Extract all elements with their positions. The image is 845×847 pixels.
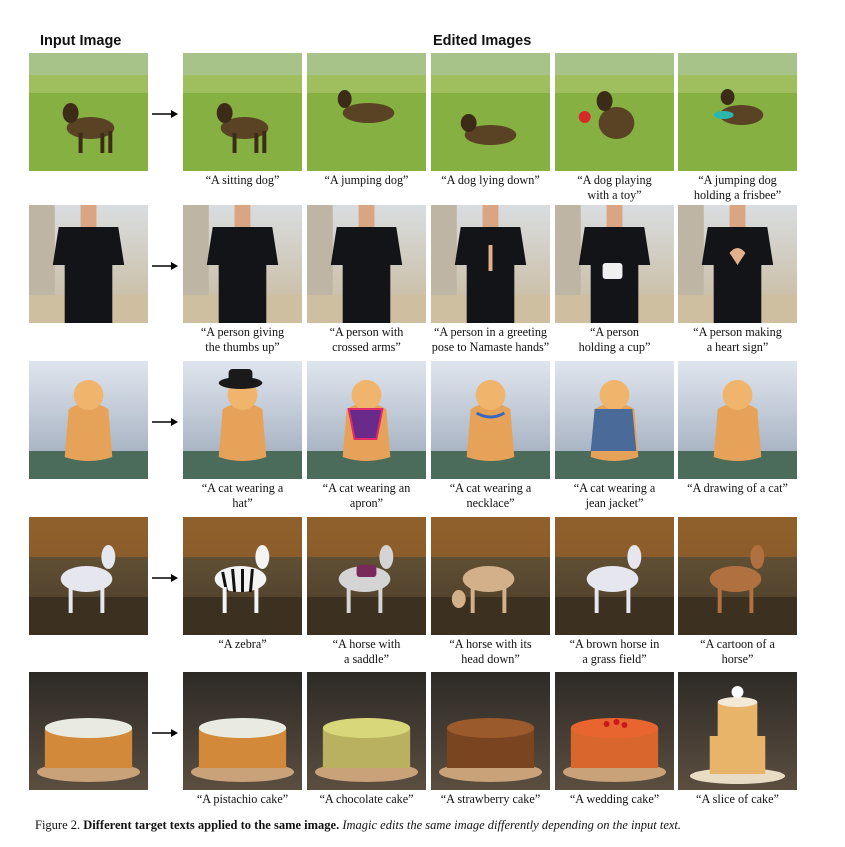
cat-edited-image — [183, 361, 302, 479]
cake-edited-image — [678, 672, 797, 790]
edit-caption: “A cat wearing a jean jacket” — [573, 481, 656, 510]
cat-edited-image — [431, 361, 550, 479]
edit-caption: “A chocolate cake” — [319, 792, 414, 806]
edit-caption: “A pistachio cake” — [196, 792, 289, 806]
edit-caption: “A cat wearing an apron” — [322, 481, 411, 510]
edit-caption: “A horse with a saddle” — [332, 637, 401, 666]
arrow-icon — [151, 415, 179, 427]
cake-edited-image — [307, 672, 426, 790]
dog-edited-image — [431, 53, 550, 171]
edit-caption: “A slice of cake” — [696, 792, 779, 806]
edit-caption: “A strawberry cake” — [440, 792, 541, 806]
cake-input-image — [29, 672, 148, 790]
edited-images-header: Edited Images — [433, 33, 532, 49]
edit-caption: “A sitting dog” — [205, 173, 280, 187]
person-input-image — [29, 205, 148, 323]
edit-caption: “A dog lying down” — [441, 173, 540, 187]
edit-caption: “A dog playing with a toy” — [577, 173, 652, 202]
figure-caption-italic: Imagic edits the same image differently … — [342, 818, 682, 832]
edit-caption: “A cat wearing a necklace” — [449, 481, 532, 510]
cake-edited-image — [555, 672, 674, 790]
edit-caption: “A wedding cake” — [569, 792, 660, 806]
edit-caption: “A cartoon of a horse” — [700, 637, 775, 666]
edit-caption: “A drawing of a cat” — [687, 481, 788, 495]
dog-edited-image — [555, 53, 674, 171]
cake-edited-image — [183, 672, 302, 790]
cat-edited-image — [555, 361, 674, 479]
figure-caption-label: Figure 2. — [35, 818, 81, 832]
dog-edited-image — [183, 53, 302, 171]
dog-edited-image — [678, 53, 797, 171]
dog-edited-image — [307, 53, 426, 171]
cat-input-image — [29, 361, 148, 479]
arrow-icon — [151, 726, 179, 738]
edit-caption: “A person holding a cup” — [578, 325, 651, 354]
horse-edited-image — [431, 517, 550, 635]
horse-edited-image — [678, 517, 797, 635]
figure-caption: Figure 2. Different target texts applied… — [35, 818, 681, 833]
edit-caption: “A cat wearing a hat” — [201, 481, 284, 510]
horse-edited-image — [183, 517, 302, 635]
edit-caption: “A person in a greeting pose to Namaste h… — [431, 325, 550, 354]
arrow-icon — [151, 571, 179, 583]
edit-caption: “A person making a heart sign” — [693, 325, 782, 354]
arrow-icon — [151, 259, 179, 271]
edit-caption: “A jumping dog holding a frisbee” — [693, 173, 782, 202]
horse-input-image — [29, 517, 148, 635]
arrow-icon — [151, 107, 179, 119]
person-edited-image — [555, 205, 674, 323]
horse-edited-image — [307, 517, 426, 635]
person-edited-image — [678, 205, 797, 323]
horse-edited-image — [555, 517, 674, 635]
edit-caption: “A jumping dog” — [324, 173, 409, 187]
person-edited-image — [431, 205, 550, 323]
input-image-header: Input Image — [40, 33, 122, 49]
cat-edited-image — [307, 361, 426, 479]
edit-caption: “A horse with its head down” — [449, 637, 532, 666]
cake-edited-image — [431, 672, 550, 790]
person-edited-image — [307, 205, 426, 323]
figure-caption-bold: Different target texts applied to the sa… — [83, 818, 340, 832]
dog-input-image — [29, 53, 148, 171]
edit-caption: “A zebra” — [218, 637, 267, 651]
edit-caption: “A brown horse in a grass field” — [569, 637, 660, 666]
cat-edited-image — [678, 361, 797, 479]
edit-caption: “A person giving the thumbs up” — [200, 325, 285, 354]
person-edited-image — [183, 205, 302, 323]
edit-caption: “A person with crossed arms” — [329, 325, 404, 354]
